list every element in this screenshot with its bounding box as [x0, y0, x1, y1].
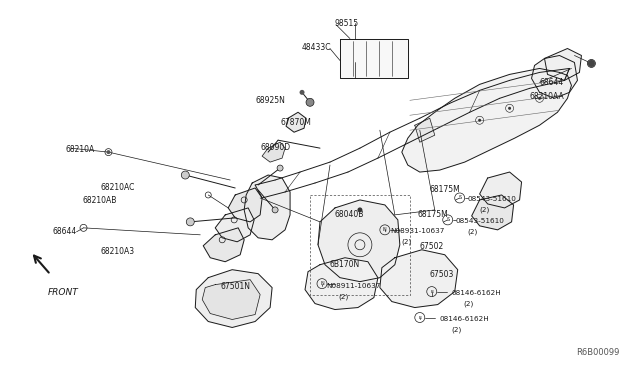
Text: 08543-51610: 08543-51610	[468, 196, 516, 202]
Polygon shape	[228, 188, 262, 222]
Text: (2): (2)	[468, 229, 478, 235]
Polygon shape	[195, 270, 272, 327]
Polygon shape	[318, 200, 400, 282]
Circle shape	[186, 218, 195, 226]
Circle shape	[588, 60, 595, 67]
Text: 67501N: 67501N	[220, 282, 250, 291]
Text: 68090D: 68090D	[260, 143, 291, 152]
Text: B: B	[419, 315, 421, 320]
Text: N08931-10637: N08931-10637	[390, 228, 444, 234]
Text: 08543-51610: 08543-51610	[456, 218, 504, 224]
Text: 67502: 67502	[420, 242, 444, 251]
Text: 08146-6162H: 08146-6162H	[440, 315, 490, 321]
Polygon shape	[532, 55, 577, 98]
Text: 68210AA: 68210AA	[529, 92, 564, 101]
Polygon shape	[305, 258, 378, 310]
Polygon shape	[340, 39, 408, 78]
Text: (2): (2)	[402, 239, 412, 245]
Text: 68210A: 68210A	[65, 145, 95, 154]
Polygon shape	[204, 228, 244, 262]
Text: 48433C: 48433C	[302, 42, 332, 52]
Polygon shape	[215, 208, 254, 242]
Text: 68925N: 68925N	[255, 96, 285, 105]
Polygon shape	[545, 48, 581, 80]
Polygon shape	[472, 195, 513, 230]
Text: 68175M: 68175M	[430, 185, 461, 194]
Text: 68210AB: 68210AB	[83, 196, 117, 205]
Circle shape	[478, 119, 481, 122]
Text: 68175M: 68175M	[418, 210, 449, 219]
Circle shape	[538, 97, 541, 100]
Text: S: S	[458, 195, 461, 201]
Circle shape	[306, 98, 314, 106]
Text: 68210AC: 68210AC	[100, 183, 135, 192]
Text: (2): (2)	[464, 301, 474, 307]
Circle shape	[357, 208, 362, 212]
Polygon shape	[262, 142, 285, 162]
Polygon shape	[380, 250, 458, 308]
Polygon shape	[244, 175, 290, 240]
Circle shape	[588, 60, 595, 67]
Text: B: B	[430, 290, 433, 294]
Circle shape	[277, 165, 283, 171]
Text: 68644: 68644	[540, 78, 564, 87]
Text: N: N	[383, 227, 387, 232]
Polygon shape	[402, 68, 572, 172]
Circle shape	[508, 107, 511, 110]
Circle shape	[300, 90, 305, 95]
Text: (2): (2)	[452, 327, 462, 333]
Text: 67870M: 67870M	[280, 118, 311, 127]
Text: 68210A3: 68210A3	[100, 247, 134, 256]
Polygon shape	[202, 280, 260, 320]
Text: (2): (2)	[338, 294, 348, 300]
Text: 68040B: 68040B	[335, 210, 364, 219]
Text: N08911-10637: N08911-10637	[326, 283, 380, 289]
Text: 08146-6162H: 08146-6162H	[452, 290, 502, 296]
Text: N: N	[320, 281, 324, 286]
Text: 67503: 67503	[430, 270, 454, 279]
Circle shape	[106, 150, 111, 154]
Polygon shape	[286, 112, 306, 132]
Polygon shape	[479, 172, 522, 208]
Text: 98515: 98515	[335, 19, 359, 28]
Text: 6B170N: 6B170N	[330, 260, 360, 269]
Circle shape	[272, 207, 278, 213]
Circle shape	[181, 171, 189, 179]
Text: S: S	[446, 217, 449, 222]
Text: R6B00099: R6B00099	[576, 348, 620, 357]
Text: (2): (2)	[479, 207, 490, 214]
Text: FRONT: FRONT	[47, 288, 78, 296]
Text: 68644: 68644	[52, 227, 77, 236]
Polygon shape	[415, 118, 435, 142]
